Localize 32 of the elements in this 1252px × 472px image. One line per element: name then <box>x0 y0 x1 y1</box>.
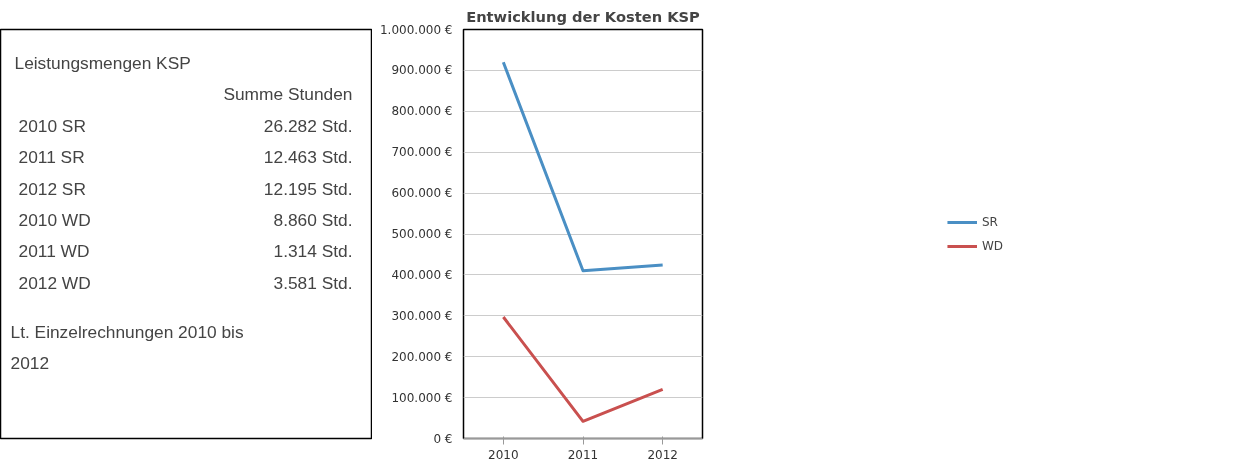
text: 2010 WD <box>18 210 91 231</box>
y-tick-label: 300.000 € <box>391 308 453 323</box>
y-tick-label: 100.000 € <box>391 390 453 405</box>
x-tick-label: 2012 <box>647 447 678 462</box>
y-tick-label: 400.000 € <box>391 267 453 282</box>
legend-label: WD <box>981 238 1004 253</box>
legend-label: SR <box>981 214 999 229</box>
text: 2012 SR <box>18 178 86 199</box>
y-tick-label: 500.000 € <box>391 227 453 241</box>
y-tick-label: 800.000 € <box>391 104 453 119</box>
text: Leistungsmengen KSP <box>14 52 191 73</box>
y-tick-label: 1.000.000 € <box>379 22 453 37</box>
text: Lt. Einzelrechnungen 2010 bis 2012 <box>10 321 244 374</box>
y-tick-label: 900.000 € <box>391 63 453 78</box>
text: 2011 SR <box>18 147 85 168</box>
y-tick-label: 700.000 € <box>391 145 453 160</box>
y-tick-label: 600.000 € <box>391 186 453 201</box>
text: 3.581 Std. <box>273 272 353 293</box>
text: Summe Stunden <box>223 84 353 105</box>
x-tick-label: 2010 <box>488 447 519 462</box>
x-tick-label: 2011 <box>567 447 599 462</box>
text: 1.314 Std. <box>273 241 353 262</box>
text: 12.195 Std. <box>263 178 353 199</box>
text: 26.282 Std. <box>263 115 353 136</box>
y-tick-label: 200.000 € <box>391 349 453 364</box>
text: 12.463 Std. <box>263 147 353 168</box>
text: 2011 WD <box>18 241 90 262</box>
text: 2012 WD <box>18 272 91 293</box>
text: 8.860 Std. <box>273 210 353 231</box>
y-tick-label: 0 € <box>433 431 453 446</box>
text: 2010 SR <box>18 115 86 136</box>
chart-title: Entwicklung der Kosten KSP <box>466 7 701 25</box>
